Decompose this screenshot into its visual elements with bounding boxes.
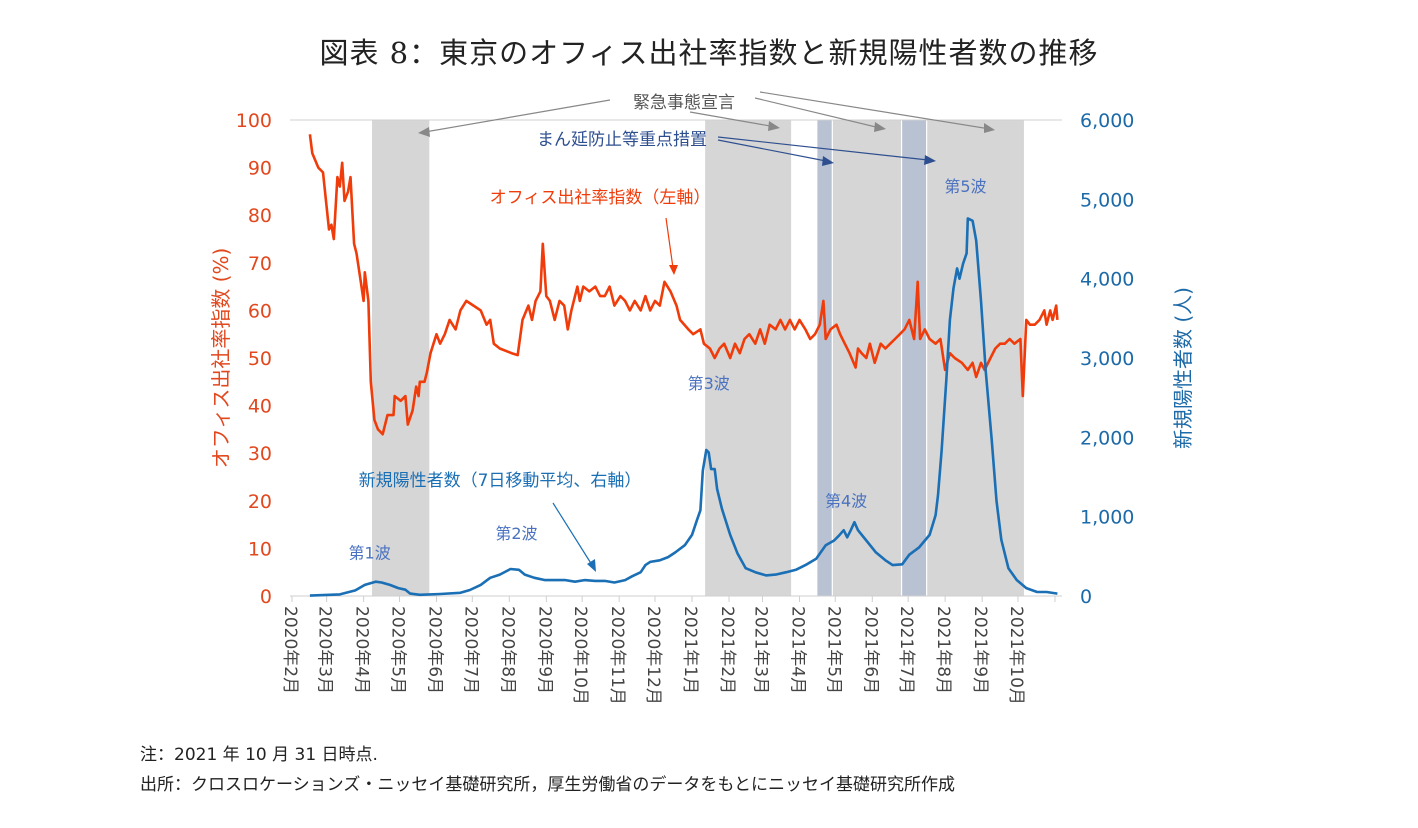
x-tick-label: 2020年12月 (643, 606, 663, 705)
left-y-tick-label: 10 (248, 538, 272, 560)
x-tick-label: 2021年1月 (680, 606, 700, 694)
right-y-tick-label: 6,000 (1080, 110, 1134, 132)
office-label-arrowhead (669, 265, 678, 275)
right-y-tick-label: 4,000 (1080, 269, 1134, 291)
x-axis-ticks: 2020年2月 2020年3月 2020年4月 2020年5月 2020年6月 2020年… (280, 596, 1056, 705)
right-y-tick-label: 0 (1080, 586, 1092, 608)
x-tick-label: 2020年8月 (497, 606, 517, 694)
right-y-tick-label: 5,000 (1080, 189, 1134, 211)
left-y-tick-label: 60 (248, 300, 272, 322)
emergency-label: 緊急事態宣言 (633, 93, 735, 113)
x-tick-label: 2021年7月 (896, 606, 916, 694)
source-text: 出所：クロスロケーションズ・ニッセイ基礎研究所，厚生労働省のデータをもとにニッセ… (140, 775, 955, 795)
cases-label-arrowhead (587, 559, 596, 572)
x-tick-label: 2021年6月 (860, 606, 880, 694)
left-y-tick-label: 40 (248, 396, 272, 418)
emergency-period-band (705, 120, 792, 596)
emergency-period-band (372, 120, 430, 596)
x-tick-label: 2020年9月 (534, 606, 554, 694)
x-tick-label: 2020年4月 (352, 606, 372, 694)
period-bands (372, 120, 1024, 596)
left-y-tick-label: 90 (248, 158, 272, 180)
cases-series-label: 新規陽性者数（7日移動平均、右軸） (359, 471, 642, 491)
left-axis-title: オフィス出社率指数 (%) (209, 248, 233, 469)
wave-label: 第3波 (688, 374, 730, 393)
priority-label: まん延防止等重点措置 (537, 130, 707, 150)
left-y-tick-label: 50 (248, 348, 272, 370)
emergency-arrowheads (418, 121, 995, 137)
right-axis-title: 新規陽性者数 (人) (1171, 287, 1195, 449)
new-cases-line (309, 217, 1058, 597)
x-tick-label: 2021年8月 (933, 606, 953, 694)
x-tick-label: 2020年2月 (280, 606, 300, 694)
x-tick-label: 2020年11月 (607, 606, 627, 705)
left-y-tick-label: 80 (248, 205, 272, 227)
wave-label: 第5波 (944, 177, 986, 196)
priority-period-band (902, 120, 927, 596)
left-y-tick-label: 70 (248, 253, 272, 275)
office-index-line (308, 134, 1059, 436)
office-series-label: オフィス出社率指数（左軸） (490, 188, 711, 208)
right-y-tick-label: 3,000 (1080, 348, 1134, 370)
x-tick-label: 2021年2月 (717, 606, 737, 694)
right-axis-ticks: 0 1,000 2,000 3,000 4,000 5,000 6,000 (1080, 110, 1134, 608)
x-tick-label: 2021年5月 (823, 606, 843, 694)
cases-label-arrow (552, 502, 593, 566)
x-tick-label: 2020年6月 (424, 606, 444, 694)
note-text: 注：2021 年 10 月 31 日時点. (140, 745, 378, 765)
x-tick-label: 2021年4月 (787, 606, 807, 694)
right-y-tick-label: 2,000 (1080, 427, 1134, 449)
left-y-tick-label: 30 (248, 443, 272, 465)
emergency-arrows (424, 91, 991, 133)
office-label-arrow (665, 217, 674, 269)
x-tick-label: 2021年10月 (1006, 606, 1026, 705)
left-y-tick-label: 0 (260, 586, 272, 608)
left-y-tick-label: 100 (236, 110, 272, 132)
priority-period-band (817, 120, 832, 596)
chart-title: 図表 8：東京のオフィス出社率指数と新規陽性者数の推移 (319, 36, 1099, 70)
wave-label: 第1波 (349, 544, 391, 563)
wave-label: 第2波 (495, 524, 537, 543)
x-tick-label: 2021年3月 (750, 606, 770, 694)
wave-label: 第4波 (825, 491, 867, 510)
x-tick-label: 2021年9月 (970, 606, 990, 694)
priority-arrowheads (822, 155, 936, 166)
priority-arrows (717, 136, 929, 162)
right-y-tick-label: 1,000 (1080, 507, 1134, 529)
x-tick-label: 2020年5月 (387, 606, 407, 694)
x-tick-label: 2020年3月 (315, 606, 335, 694)
x-tick-label: 2020年7月 (460, 606, 480, 694)
left-y-tick-label: 20 (248, 491, 272, 513)
x-tick-label: 2020年10月 (570, 606, 590, 705)
left-axis-ticks: 0 10 20 30 40 50 60 70 80 90 100 (236, 110, 272, 608)
series-lines (308, 134, 1059, 597)
